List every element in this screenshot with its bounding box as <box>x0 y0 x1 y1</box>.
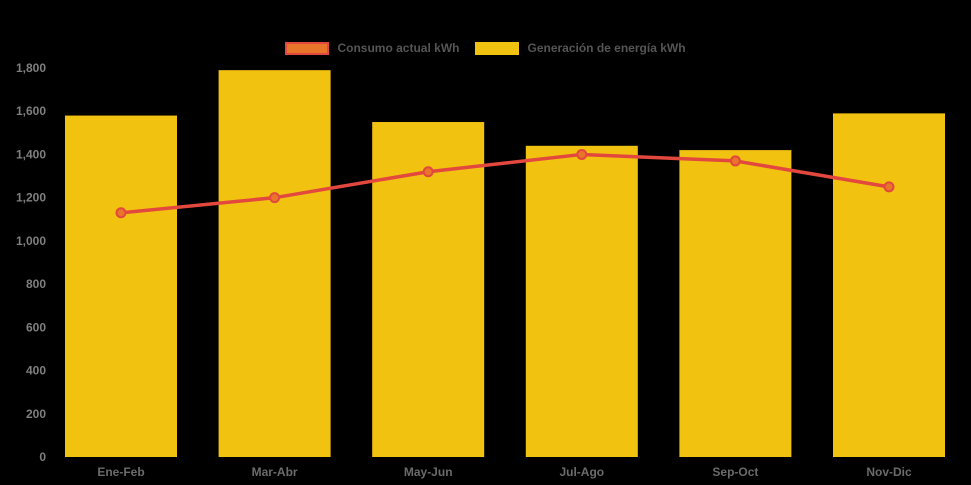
y-axis-tick-label: 1,600 <box>16 104 46 118</box>
line-marker-May-Jun[interactable] <box>422 166 434 178</box>
bar-Nov-Dic[interactable] <box>833 113 945 457</box>
line-marker-Ene-Feb[interactable] <box>115 207 127 219</box>
bar-Mar-Abr[interactable] <box>218 70 331 458</box>
bar-Jul-Ago[interactable] <box>525 145 638 458</box>
x-axis-tick-label: Jul-Ago <box>559 465 604 479</box>
legend-item-label: Consumo actual kWh <box>337 41 460 55</box>
legend: Consumo actual kWh Generación de energía … <box>0 41 971 55</box>
x-axis-tick-label: Sep-Oct <box>712 465 758 479</box>
y-axis-tick-label: 800 <box>26 277 46 291</box>
legend-item-consumo[interactable]: Consumo actual kWh <box>285 41 459 55</box>
legend-swatch-icon <box>285 41 330 55</box>
y-axis-tick-label: 1,800 <box>16 61 46 75</box>
legend-item-label: Generación de energía kWh <box>527 41 686 55</box>
line-marker-Nov-Dic[interactable] <box>883 181 895 193</box>
x-axis-tick-label: Mar-Abr <box>252 465 298 479</box>
y-axis-tick-label: 1,400 <box>16 147 46 161</box>
y-axis-tick-label: 200 <box>26 407 46 421</box>
x-axis-tick-label: May-Jun <box>404 465 453 479</box>
line-marker-Sep-Oct[interactable] <box>729 155 741 167</box>
x-axis-tick-label: Nov-Dic <box>866 465 912 479</box>
y-axis-tick-label: 0 <box>39 450 46 464</box>
y-axis-tick-label: 400 <box>26 364 46 378</box>
legend-item-generacion[interactable]: Generación de energía kWh <box>475 41 686 55</box>
line-marker-Jul-Ago[interactable] <box>576 148 588 160</box>
y-axis-tick-label: 1,200 <box>16 191 46 205</box>
legend-swatch-icon <box>475 41 520 55</box>
y-axis-tick-label: 1,000 <box>16 234 46 248</box>
bar-Ene-Feb[interactable] <box>65 115 177 458</box>
line-marker-Mar-Abr[interactable] <box>269 192 281 204</box>
bar-Sep-Oct[interactable] <box>679 150 792 457</box>
x-axis-tick-label: Ene-Feb <box>97 465 144 479</box>
y-axis-tick-label: 600 <box>26 320 46 334</box>
line-series <box>119 152 891 215</box>
